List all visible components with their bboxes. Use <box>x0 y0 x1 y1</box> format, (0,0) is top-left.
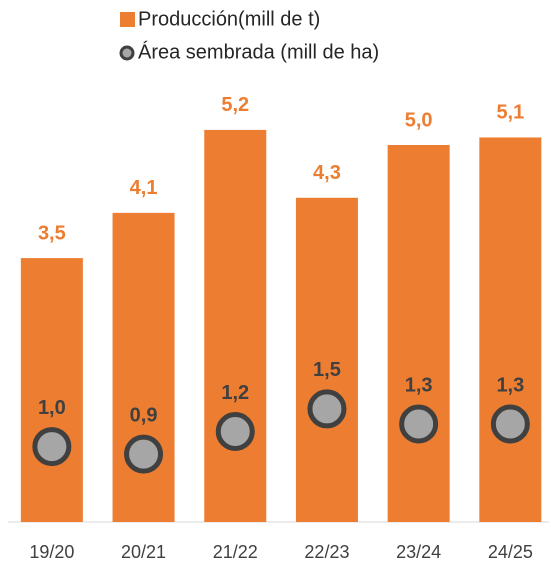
legend-label: Área sembrada (mill de ha) <box>138 40 379 63</box>
marker-value-label: 0,9 <box>130 404 158 426</box>
bar-value-label: 5,2 <box>221 94 249 116</box>
bar-value-label: 3,5 <box>38 222 66 244</box>
bar <box>112 212 175 523</box>
bar <box>295 197 358 522</box>
legend-swatch <box>120 12 135 27</box>
x-tick-label: 19/20 <box>29 542 74 562</box>
marker-value-label: 1,3 <box>496 374 524 396</box>
legend-swatch <box>119 45 135 61</box>
bar-value-label: 5,1 <box>496 102 524 124</box>
marker-value-label: 1,3 <box>405 374 433 396</box>
x-tick-label: 21/22 <box>213 542 258 562</box>
x-tick-label: 23/24 <box>396 542 441 562</box>
area-marker <box>215 412 255 452</box>
marker-value-label: 1,0 <box>38 397 66 419</box>
area-marker <box>399 404 439 444</box>
bar-value-label: 4,3 <box>313 162 341 184</box>
x-tick-label: 20/21 <box>121 542 166 562</box>
area-marker <box>307 389 347 429</box>
area-marker <box>490 404 530 444</box>
marker-value-label: 1,2 <box>221 382 249 404</box>
x-tick-label: 24/25 <box>488 542 533 562</box>
bar <box>387 145 450 522</box>
bar-value-label: 5,0 <box>405 109 433 131</box>
bar-value-label: 4,1 <box>130 177 158 199</box>
bar <box>479 137 542 522</box>
area-marker <box>32 427 72 467</box>
bar <box>204 129 267 523</box>
bar <box>20 258 83 522</box>
area-marker <box>124 434 164 474</box>
x-tick-label: 22/23 <box>304 542 349 562</box>
marker-value-label: 1,5 <box>313 359 341 381</box>
legend-label: Producción(mill de t) <box>138 8 320 30</box>
